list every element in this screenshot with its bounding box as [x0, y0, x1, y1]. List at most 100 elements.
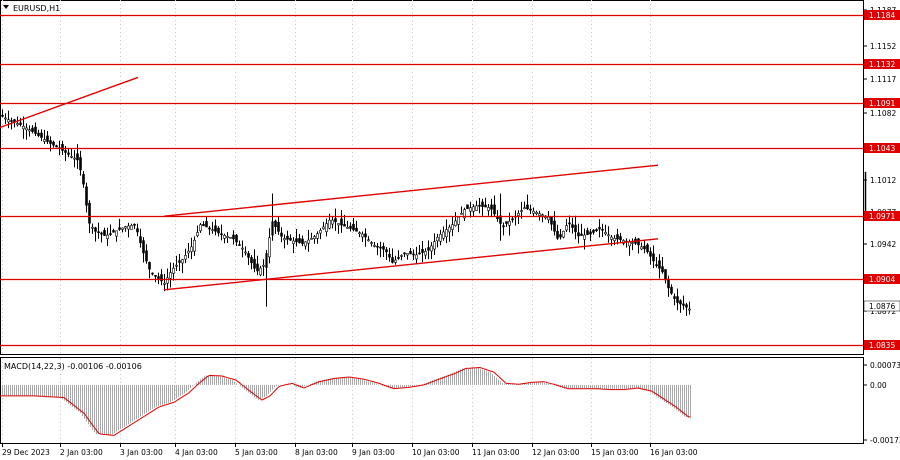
candle-body: [166, 277, 169, 284]
price-axis: 1.11871.11521.11171.10821.10471.10121.09…: [863, 6, 900, 350]
trendlines[interactable]: [0, 76, 659, 291]
candle-body: [670, 286, 673, 294]
candle-body: [94, 227, 97, 232]
candle-body: [268, 237, 271, 258]
trendline: [0, 76, 139, 129]
candle-body: [214, 225, 217, 232]
candle-body: [136, 228, 139, 233]
time-tick-label: 5 Jan 03:00: [235, 448, 278, 457]
candle-body: [379, 246, 382, 249]
candle-body: [109, 233, 112, 235]
time-tick-label: 2 Jan 03:00: [60, 448, 103, 457]
candle-body: [577, 232, 580, 237]
candle-body: [460, 213, 463, 215]
candle-body: [4, 117, 7, 120]
candle-body: [472, 206, 475, 212]
candle-body: [244, 251, 247, 254]
candle-body: [490, 204, 493, 210]
candle-body: [205, 221, 208, 228]
candle-body: [676, 296, 679, 303]
candle-body: [538, 213, 541, 216]
candle-body: [34, 126, 37, 134]
candle-body: [382, 246, 385, 250]
time-tick-label: 9 Jan 03:00: [352, 448, 395, 457]
candle-body: [61, 143, 64, 151]
level-price-label: 1.1043: [869, 144, 895, 153]
candle-body: [442, 231, 445, 239]
candle-body: [646, 244, 649, 252]
candle-body: [367, 239, 370, 242]
candle-body: [346, 227, 349, 229]
candle-body: [598, 227, 601, 230]
candle-body: [151, 272, 154, 275]
candle-body: [511, 218, 514, 221]
horizontal-levels[interactable]: [0, 14, 863, 347]
candles: [1, 109, 867, 316]
candle-body: [643, 245, 646, 250]
candle-body: [97, 231, 100, 233]
candle-body: [82, 174, 85, 185]
candle-body: [475, 205, 478, 211]
candle-body: [421, 249, 424, 253]
level-price-label: 1.1184: [869, 11, 895, 20]
candle-body: [418, 252, 421, 255]
candle-body: [112, 230, 115, 233]
candle-body: [589, 231, 592, 235]
current-price-badge: [863, 300, 900, 312]
candle-body: [250, 257, 253, 264]
candle-body: [187, 250, 190, 254]
time-tick-label: 15 Jan 03:00: [591, 448, 639, 457]
candle-body: [199, 224, 202, 232]
candle-body: [376, 245, 379, 248]
candle-body: [253, 258, 256, 269]
candle-body: [679, 300, 682, 305]
candle-body: [631, 242, 634, 244]
candle-body: [145, 250, 148, 262]
candle-body: [313, 236, 316, 239]
candle-body: [463, 209, 466, 219]
candle-body: [196, 232, 199, 236]
candle-body: [103, 230, 106, 236]
candle-body: [424, 251, 427, 256]
candle-body: [685, 304, 688, 308]
candle-body: [178, 260, 181, 263]
candle-body: [208, 227, 211, 230]
candle-body: [310, 238, 313, 240]
candle-body: [553, 220, 556, 232]
symbol-title[interactable]: EURUSD,H1: [3, 4, 60, 13]
candle-body: [580, 233, 583, 236]
candle-body: [133, 223, 136, 226]
candle-body: [481, 201, 484, 207]
candle-body: [532, 210, 535, 214]
candle-body: [430, 245, 433, 252]
candle-body: [436, 237, 439, 242]
candle-body: [262, 264, 265, 267]
candle-body: [307, 239, 310, 244]
candle-body: [286, 235, 289, 240]
candle-body: [352, 223, 355, 231]
candle-body: [283, 238, 286, 241]
candle-body: [190, 246, 193, 252]
chart-title: EURUSD,H1: [13, 4, 60, 13]
candle-body: [217, 227, 220, 234]
candle-body: [607, 234, 610, 237]
candle-body: [292, 240, 295, 244]
candle-body: [601, 228, 604, 231]
candle-body: [157, 276, 160, 279]
macd-signal-line: [0, 366, 691, 436]
level-price-badge: [864, 98, 900, 108]
candle-body: [10, 120, 13, 122]
candle-body: [529, 208, 532, 211]
candle-body: [220, 233, 223, 236]
dropdown-triangle-icon[interactable]: [3, 5, 9, 9]
candle-body: [568, 222, 571, 225]
candle-body: [229, 236, 232, 239]
time-tick-label: 29 Dec 2023: [2, 448, 50, 457]
candle-body: [64, 150, 67, 153]
candle-body: [523, 207, 526, 210]
level-price-label: 1.1091: [869, 99, 895, 108]
candle-body: [358, 232, 361, 234]
time-tick-label: 11 Jan 03:00: [472, 448, 520, 457]
candle-body: [412, 253, 415, 256]
